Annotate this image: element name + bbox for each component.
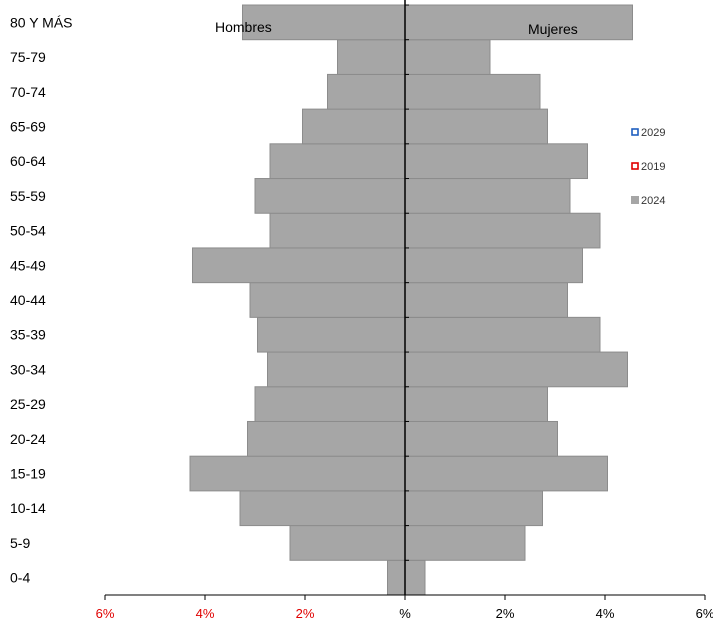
category-label-55-59: 55-59 <box>10 188 46 204</box>
x-tick-label: 4% <box>196 606 215 621</box>
bar-mujeres-30-34 <box>404 351 628 388</box>
bar-hombres-35-39 <box>257 316 406 353</box>
x-tick-labels: 6% 4% 2%% 2% 4% 6% <box>96 595 713 621</box>
category-label-15-19: 15-19 <box>10 466 46 482</box>
category-label-40-44: 40-44 <box>10 292 46 308</box>
category-label-60-64: 60-64 <box>10 153 46 169</box>
bar-hombres-60-64 <box>269 143 406 180</box>
category-label-25-29: 25-29 <box>10 396 46 412</box>
legend-swatch-2029 <box>631 128 639 136</box>
bar-mujeres-0-4 <box>404 559 426 596</box>
bar-hombres-75-79 <box>337 39 406 75</box>
x-tick-label: 6% <box>696 606 713 621</box>
x-tick-label: % <box>399 606 411 621</box>
bar-mujeres-35-39 <box>404 316 601 353</box>
bar-mujeres-20-24 <box>404 420 558 457</box>
bar-hombres-80-y-m-s <box>242 4 406 41</box>
category-label-65-69: 65-69 <box>10 118 46 134</box>
category-labels: 0-4 5-9 10-14 15-19 20-24 25-29 30-34 35-39 40-4… <box>10 14 73 585</box>
category-label-75-79: 75-79 <box>10 49 46 65</box>
bar-mujeres-5-9 <box>404 525 526 561</box>
bar-hombres-65-69 <box>302 108 406 145</box>
x-tick-label: 2% <box>296 606 315 621</box>
category-label-5-9: 5-9 <box>10 535 30 551</box>
category-label-20-24: 20-24 <box>10 431 46 447</box>
bar-mujeres-10-14 <box>404 490 543 527</box>
bar-mujeres-15-19 <box>404 455 608 492</box>
axes-group <box>105 0 705 596</box>
bar-hombres-50-54 <box>269 212 406 249</box>
bar-mujeres-45-49 <box>404 247 583 284</box>
bar-hombres-15-19 <box>189 455 406 492</box>
category-label-35-39: 35-39 <box>10 327 46 343</box>
bar-mujeres-80-y-m-s <box>404 4 633 41</box>
bar-mujeres-50-54 <box>404 212 601 249</box>
bars-group <box>189 4 633 596</box>
category-label-10-14: 10-14 <box>10 500 46 516</box>
category-label-80-y-m-s: 80 Y MÁS <box>10 14 73 30</box>
category-label-30-34: 30-34 <box>10 361 46 377</box>
bar-hombres-45-49 <box>192 247 406 284</box>
category-label-50-54: 50-54 <box>10 223 46 239</box>
category-label-45-49: 45-49 <box>10 257 46 273</box>
bar-hombres-0-4 <box>387 559 406 596</box>
bar-hombres-70-74 <box>327 73 406 110</box>
bar-mujeres-65-69 <box>404 108 548 145</box>
bar-mujeres-55-59 <box>404 178 571 214</box>
legend: 2029 2019 2024 <box>631 127 665 207</box>
bar-hombres-55-59 <box>254 178 406 214</box>
bar-mujeres-60-64 <box>404 143 588 180</box>
bar-hombres-30-34 <box>267 351 406 388</box>
legend-label-2019: 2019 <box>641 161 665 173</box>
x-tick-label: 2% <box>496 606 515 621</box>
legend-swatch-2019 <box>631 162 639 170</box>
legend-swatch-2024 <box>631 196 639 204</box>
bar-hombres-20-24 <box>247 420 406 457</box>
x-tick-label: 4% <box>596 606 615 621</box>
hombres-label: Hombres <box>215 19 272 35</box>
bar-mujeres-75-79 <box>404 39 491 75</box>
category-label-0-4: 0-4 <box>10 570 30 586</box>
legend-label-2029: 2029 <box>641 127 665 139</box>
bar-hombres-40-44 <box>249 282 406 318</box>
bar-hombres-25-29 <box>254 386 406 422</box>
bar-mujeres-70-74 <box>404 73 541 110</box>
legend-label-2024: 2024 <box>641 195 665 207</box>
bar-hombres-10-14 <box>239 490 406 527</box>
bar-mujeres-40-44 <box>404 282 568 318</box>
bar-mujeres-25-29 <box>404 386 548 422</box>
bar-hombres-5-9 <box>289 525 406 561</box>
category-label-70-74: 70-74 <box>10 84 46 100</box>
x-tick-label: 6% <box>96 606 115 621</box>
mujeres-label: Mujeres <box>528 21 578 37</box>
